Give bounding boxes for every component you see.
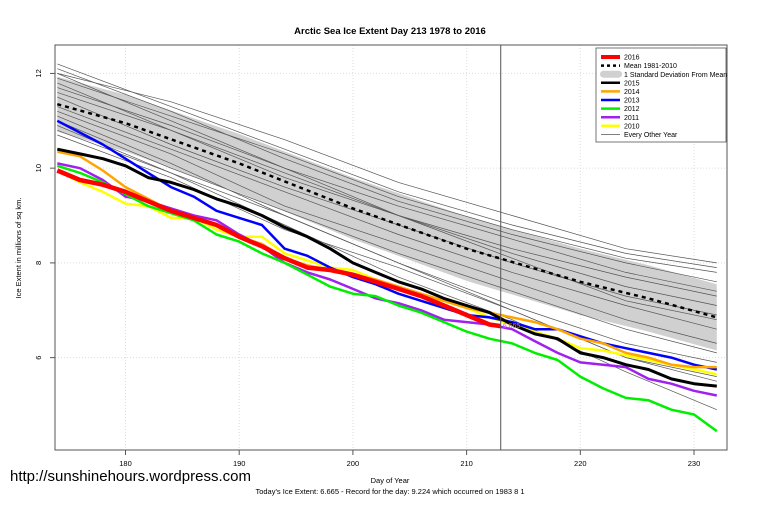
other-year-line: [57, 68, 717, 283]
grid: [55, 45, 727, 450]
legend-swatch-sd: [600, 70, 622, 78]
legend-label: 2015: [624, 80, 640, 87]
legend-label: Every Other Year: [624, 132, 678, 139]
y-tick-label: 10: [34, 164, 43, 172]
plot-frame: [54, 44, 728, 451]
watermark-url: http://sunshinehours.wordpress.com: [10, 468, 251, 485]
other-year-line: [57, 63, 717, 268]
y-axis-label: Ice Extent in millions of sq km.: [14, 198, 23, 299]
series-line-2012: [56, 164, 718, 433]
other-year-line: [57, 110, 717, 344]
legend-label: 1 Standard Deviation From Mean: [624, 72, 727, 79]
other-year-line: [57, 125, 717, 411]
legend-label: 2014: [624, 89, 640, 96]
other-year-line: [57, 106, 717, 330]
legend-label: 2013: [624, 98, 640, 105]
series-line-2016: [56, 168, 502, 329]
legend-box: [595, 47, 727, 143]
other-year-line: [57, 77, 717, 273]
mean-line: [56, 102, 718, 319]
chart-title: Arctic Sea Ice Extent Day 213 1978 to 20…: [294, 26, 486, 37]
legend-label: 2016: [624, 55, 640, 62]
other-year-line: [57, 73, 717, 292]
mean-line-path: [56, 102, 718, 319]
x-tick-label: 180: [119, 459, 132, 468]
legend-label: Mean 1981-2010: [624, 63, 677, 70]
x-tick-label: 190: [233, 459, 246, 468]
x-axis-label: Day of Year: [371, 476, 410, 485]
sd-band: [57, 76, 717, 351]
y-tick-label: 8: [34, 261, 43, 265]
legend-label: 2010: [624, 123, 640, 130]
legend-label: 2012: [624, 106, 640, 113]
sd-band-area: [57, 76, 717, 351]
other-year-line: [57, 115, 717, 377]
y-tick-label: 12: [34, 69, 43, 77]
x-tick-label: 210: [460, 459, 473, 468]
y-tick-label: 6: [34, 356, 43, 360]
x-tick-label: 200: [347, 459, 360, 468]
x-tick-label: 230: [688, 459, 701, 468]
x-tick-label: 220: [574, 459, 587, 468]
other-year-line: [57, 120, 717, 354]
other-year-line: [57, 73, 717, 264]
current-value-label: 6.665: [503, 323, 521, 330]
other-year-line: [57, 87, 717, 321]
x-axis: 180 190 200 210 220 230: [119, 450, 700, 468]
y-axis: 6 8 10 12: [34, 69, 55, 360]
subtitle: Today's Ice Extent: 6.665 - Record for t…: [255, 487, 524, 496]
year-series: [56, 119, 718, 433]
series-line-2015: [56, 147, 717, 388]
legend-label: 2011: [624, 115, 639, 122]
